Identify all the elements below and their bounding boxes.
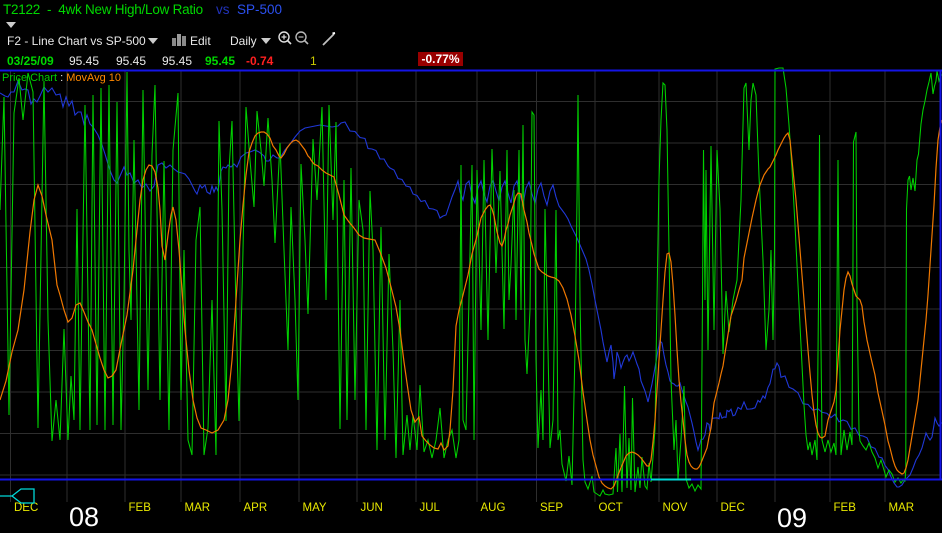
svg-text:FEB: FEB [129,502,152,514]
svg-text:JUL: JUL [420,502,441,514]
svg-text:SEP: SEP [540,502,563,514]
svg-text:MAR: MAR [185,502,211,514]
svg-text:MAR: MAR [889,502,915,514]
svg-text:09: 09 [777,503,807,533]
svg-text:FEB: FEB [834,502,857,514]
svg-text:AUG: AUG [481,502,506,514]
svg-text:OCT: OCT [599,502,623,514]
svg-text:MAY: MAY [303,502,327,514]
svg-text:NOV: NOV [663,502,688,514]
svg-text:JUN: JUN [361,502,383,514]
svg-text:08: 08 [69,502,99,532]
svg-text:DEC: DEC [14,502,38,514]
svg-text:APR: APR [244,502,268,514]
svg-text:DEC: DEC [721,502,745,514]
